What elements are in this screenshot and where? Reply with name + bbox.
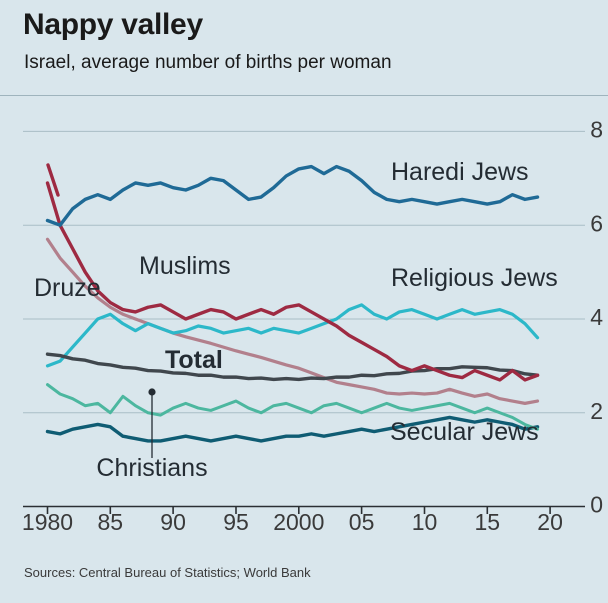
- svg-text:2000: 2000: [273, 509, 324, 535]
- svg-text:Muslims: Muslims: [139, 252, 231, 280]
- svg-text:Haredi Jews: Haredi Jews: [391, 158, 529, 186]
- svg-text:Druze: Druze: [34, 274, 101, 302]
- svg-text:8: 8: [590, 117, 603, 143]
- svg-text:Religious Jews: Religious Jews: [391, 264, 558, 292]
- svg-text:1980: 1980: [22, 509, 73, 535]
- svg-text:05: 05: [349, 509, 375, 535]
- svg-text:2: 2: [590, 398, 603, 424]
- svg-text:85: 85: [98, 509, 124, 535]
- svg-text:Secular Jews: Secular Jews: [390, 418, 539, 446]
- svg-text:Christians: Christians: [96, 454, 207, 482]
- svg-text:0: 0: [590, 492, 603, 518]
- svg-text:Total: Total: [165, 346, 223, 374]
- svg-text:90: 90: [160, 509, 186, 535]
- svg-text:6: 6: [590, 210, 603, 236]
- svg-text:4: 4: [590, 304, 603, 330]
- svg-text:10: 10: [412, 509, 438, 535]
- svg-text:20: 20: [537, 509, 563, 535]
- svg-text:95: 95: [223, 509, 249, 535]
- svg-text:15: 15: [475, 509, 501, 535]
